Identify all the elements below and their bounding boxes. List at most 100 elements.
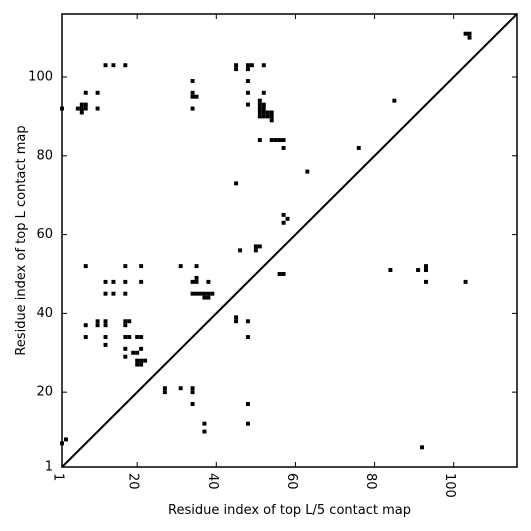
contact-point <box>194 275 199 280</box>
contact-point <box>257 244 262 249</box>
contact-point <box>135 362 140 367</box>
contact-point <box>123 335 128 339</box>
contact-point <box>123 346 128 351</box>
contact-point <box>245 102 250 107</box>
contact-point <box>178 386 183 391</box>
y-tick-label: 40 <box>36 306 53 321</box>
contact-point <box>103 323 108 328</box>
contact-point <box>127 319 132 324</box>
contact-point <box>245 421 250 426</box>
contact-point <box>257 98 262 103</box>
contact-point <box>103 335 108 339</box>
contact-point <box>103 279 108 284</box>
contact-point <box>83 335 88 339</box>
contact-point <box>162 386 167 391</box>
contact-point <box>281 220 286 225</box>
contact-point <box>257 110 262 115</box>
contact-point <box>139 279 144 284</box>
contact-point <box>261 63 266 68</box>
contact-point <box>388 268 393 273</box>
contact-point <box>234 319 239 324</box>
contact-point <box>103 291 108 296</box>
contact-point <box>463 279 468 284</box>
contact-point <box>83 90 88 95</box>
contact-point <box>190 291 195 296</box>
contact-point <box>79 110 84 115</box>
contact-point <box>131 350 136 355</box>
contact-point <box>210 291 215 296</box>
x-tick-label: 40 <box>205 473 220 490</box>
contact-point <box>95 106 100 111</box>
contact-point <box>83 323 88 328</box>
contact-point <box>261 106 266 111</box>
contact-point <box>245 78 250 83</box>
contact-point <box>261 90 266 95</box>
contact-point <box>194 291 199 296</box>
contact-point <box>123 279 128 284</box>
contact-point <box>245 63 250 68</box>
contact-point <box>257 106 262 111</box>
contact-point <box>123 264 128 269</box>
contact-point <box>206 291 211 296</box>
contact-point <box>234 315 239 320</box>
contact-point <box>111 291 116 296</box>
contact-point <box>139 335 144 339</box>
contact-point <box>63 437 68 442</box>
contact-point <box>103 342 108 347</box>
contact-point <box>253 248 258 253</box>
contact-point <box>416 268 421 273</box>
y-axis-label: Residue index of top L contact map <box>14 125 29 355</box>
contact-point <box>467 35 472 40</box>
contact-point <box>139 362 144 367</box>
contact-point <box>245 319 250 324</box>
contact-point <box>123 354 128 359</box>
contact-point <box>198 291 203 296</box>
contact-point <box>95 323 100 328</box>
contact-point <box>245 67 250 72</box>
contact-point <box>269 138 274 143</box>
contact-point <box>202 421 207 426</box>
contact-point <box>281 272 286 276</box>
contact-point <box>234 67 239 72</box>
contact-point <box>253 244 258 249</box>
contact-point <box>75 106 80 111</box>
contact-point <box>190 94 195 99</box>
contact-point <box>143 358 148 363</box>
x-tick-label: 60 <box>284 473 299 490</box>
y-tick-label: 80 <box>36 148 53 163</box>
contact-point <box>356 145 361 150</box>
contact-point <box>95 319 100 324</box>
contact-point <box>281 212 286 217</box>
contact-point <box>190 106 195 111</box>
x-axis-label: Residue index of top L/5 contact map <box>168 503 411 518</box>
contact-point <box>463 31 468 36</box>
contact-point <box>392 98 397 103</box>
contact-point <box>123 291 128 296</box>
contact-point <box>162 390 167 395</box>
contact-point <box>202 295 207 300</box>
contact-point <box>135 335 140 339</box>
contact-point <box>245 90 250 95</box>
contact-point <box>265 110 270 115</box>
contact-point <box>257 102 262 107</box>
contact-point <box>269 110 274 115</box>
contact-point <box>95 90 100 95</box>
contact-point <box>103 63 108 68</box>
x-tick-label: 1 <box>51 473 66 481</box>
contact-point <box>139 346 144 351</box>
y-tick-label: 60 <box>36 227 53 242</box>
contact-point <box>234 63 239 68</box>
contact-point <box>281 138 286 143</box>
contact-point <box>123 63 128 68</box>
contact-point <box>123 323 128 328</box>
contact-point <box>273 138 278 143</box>
contact-marks <box>60 31 472 450</box>
contact-point <box>127 335 132 339</box>
contact-point <box>123 319 128 324</box>
contact-point <box>190 386 195 391</box>
contact-point <box>135 358 140 363</box>
contact-point <box>135 350 140 355</box>
contact-point <box>103 319 108 324</box>
x-axis-ticks: 1 20 40 60 80 100 <box>51 14 457 498</box>
